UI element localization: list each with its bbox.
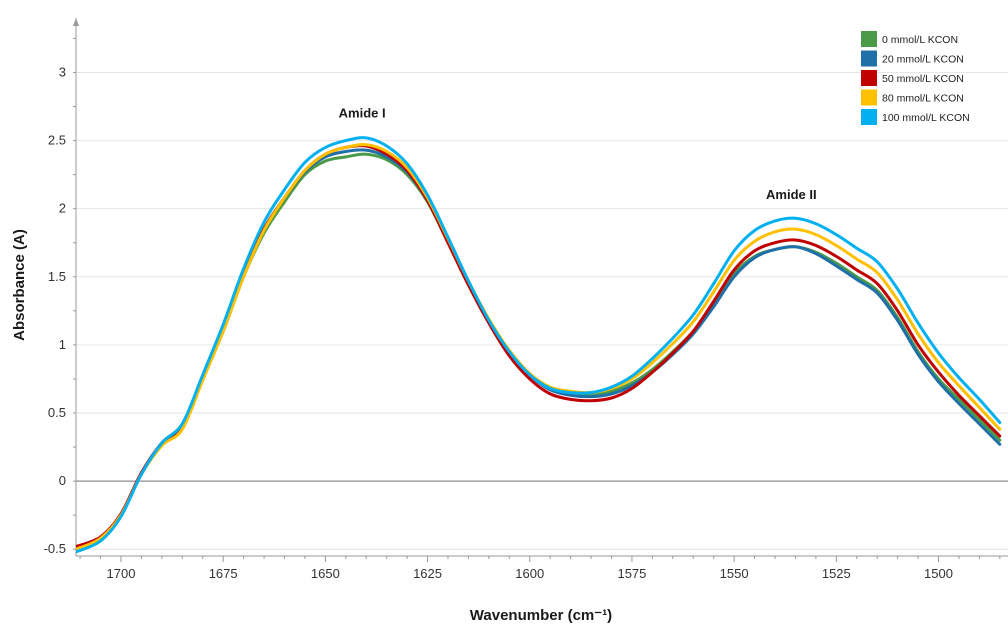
y-tick-label: 0	[59, 473, 66, 488]
grid-lines	[76, 71, 1008, 550]
legend-swatch-80-mmol-l-kcon	[861, 89, 877, 106]
legend: 0 mmol/L KCON 20 mmol/L KCON 50 mmol/L KCO…	[861, 31, 970, 125]
x-tick-label: 1500	[924, 566, 953, 581]
legend-swatch-20-mmol-l-kcon	[861, 50, 877, 67]
y-tick-label: 2	[59, 201, 66, 216]
x-tick-label: 1550	[720, 566, 749, 581]
y-tick-label: 1	[59, 337, 66, 352]
x-tick-label: 1600	[515, 566, 544, 581]
annotation-label: Amide II	[766, 187, 817, 202]
series-lines	[76, 136, 1002, 554]
legend-swatch-100-mmol-l-kcon	[861, 109, 877, 125]
x-tick-label: 1650	[311, 566, 340, 581]
x-tick-label: 1700	[107, 566, 136, 581]
annotations: Amide I Amide II	[339, 105, 817, 202]
annotation-label: Amide I	[339, 105, 386, 120]
y-axis-title: Absorbance (A)	[11, 229, 28, 341]
x-tick-label: 1625	[413, 566, 442, 581]
legend-label-20-mmol-l-kcon: 20 mmol/L KCON	[882, 54, 964, 66]
y-tick-label: 2.5	[48, 133, 66, 148]
legend-label-50-mmol-l-kcon: 50 mmol/L KCON	[882, 73, 964, 85]
y-tick-label: 3	[59, 64, 66, 79]
y-tick-label: 0.5	[48, 405, 66, 420]
legend-label-100-mmol-l-kcon: 100 mmol/L KCON	[882, 112, 970, 124]
y-axis-arrow	[73, 18, 79, 26]
x-tick-label: 1575	[617, 566, 646, 581]
x-tick-label: 1675	[209, 566, 238, 581]
x-axis-title: Wavenumber (cm⁻¹)	[470, 607, 612, 624]
legend-swatch-0-mmol-l-kcon	[861, 31, 877, 47]
legend-swatch-50-mmol-l-kcon	[861, 70, 877, 86]
y-tick-label: 1.5	[48, 269, 66, 284]
legend-label-80-mmol-l-kcon: 80 mmol/L KCON	[882, 93, 964, 105]
axes	[73, 18, 1008, 562]
series-line-100-mmol-l-kcon	[76, 136, 1002, 554]
tick-labels: -0.5 0 0.5 1 1.5 2 2.5 3 1700 1675 1650 1625 1600 157…	[44, 64, 953, 581]
legend-label-0-mmol-l-kcon: 0 mmol/L KCON	[882, 34, 958, 46]
x-tick-label: 1525	[822, 566, 851, 581]
y-tick-label: -0.5	[44, 541, 66, 556]
